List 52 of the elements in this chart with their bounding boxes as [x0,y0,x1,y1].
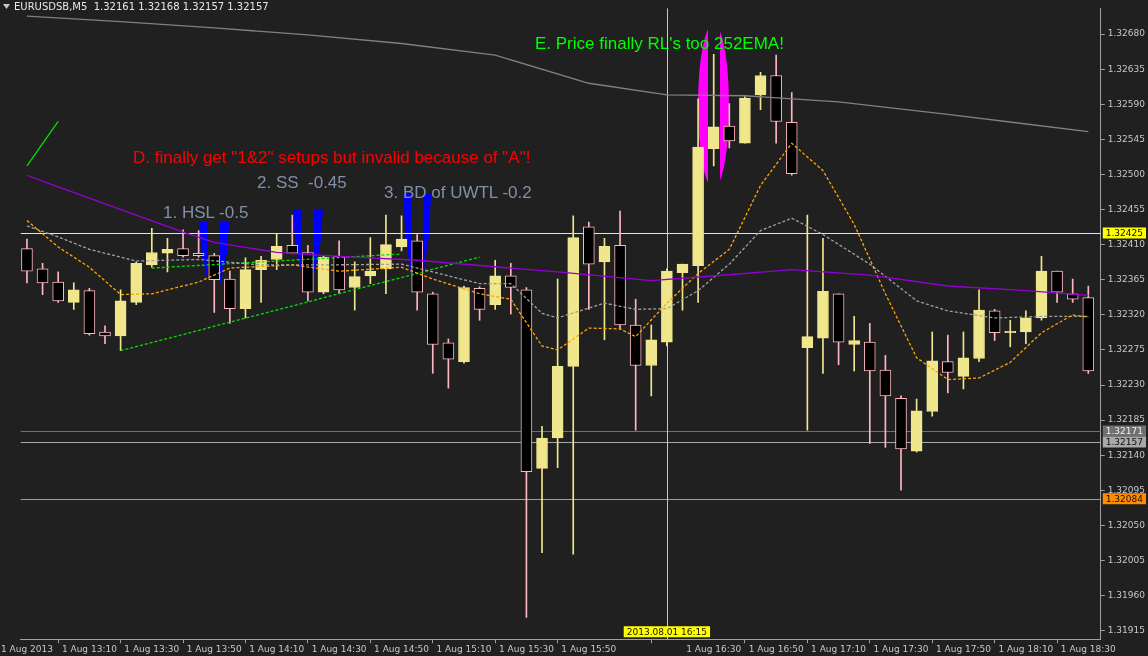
x-tick-label: 1 Aug 13:30 [124,643,180,654]
y-tick-label: 1.32545 [1107,133,1145,144]
y-tick-label: 1.32455 [1107,203,1145,214]
y-tick-label: 1.31915 [1107,624,1145,635]
y-tick-label: 1.32365 [1107,274,1145,285]
candlestick [536,426,548,553]
x-tick-label: 1 Aug 15:50 [561,643,617,654]
x-tick-label: 1 Aug 13:50 [186,643,242,654]
x-tick-label: 1 Aug 17:10 [811,643,867,654]
y-tick-label: 1.32140 [1107,449,1146,460]
y-tick-label: 1.31960 [1107,589,1146,600]
y-tick-label: 1.32185 [1107,414,1145,425]
ref-line-label: 1.32084 [1105,493,1144,504]
candlestick [863,323,876,444]
x-tick-label: 1 Aug 15:30 [498,643,555,654]
x-tick-label: 1 Aug 16:30 [686,643,742,654]
y-tick-label: 1.32230 [1107,379,1146,390]
y-tick-label: 1.32680 [1107,28,1146,39]
x-tick-label: 1 Aug 14:50 [374,643,430,654]
y-tick-label: 1.32275 [1107,344,1145,355]
x-tick-label: 1 Aug 18:10 [998,643,1054,654]
chart-title: EURUSDSB,M5 1.32161 1.32168 1.32157 1.32157 [14,1,269,13]
candlestick [286,214,299,255]
candlestick [942,334,954,394]
candlestick [707,54,720,167]
ref-line-label: 1.32425 [1105,227,1143,238]
x-tick-label: 1 Aug 2013 [0,643,53,654]
x-tick-label: 1 Aug 15:10 [436,643,492,654]
y-tick-label: 1.32500 [1107,168,1146,179]
y-tick-label: 1.32320 [1107,309,1146,320]
annotation: 3. BD of UWTL -0.2 [384,183,532,203]
x-tick-label: 1 Aug 17:50 [935,643,992,654]
y-tick-label: 1.32590 [1107,98,1146,109]
y-tick-label: 1.32095 [1107,484,1145,495]
ref-line-label: 1.32157 [1105,436,1143,447]
y-tick-label: 1.32635 [1107,63,1145,74]
x-tick-label: 1 Aug 18:30 [1060,643,1117,654]
candlestick [848,316,861,372]
y-tick-label: 1.32050 [1107,519,1146,530]
annotation: 2. SS -0.45 [257,173,347,193]
y-tick-label: 1.32005 [1107,554,1145,565]
ref-line-label: 1.32171 [1105,425,1143,436]
y-tick-label: 1.32410 [1107,239,1146,249]
x-tick-label: 1 Aug 14:10 [249,643,305,654]
ref-line-label: 2013.08.01 16:15 [626,626,708,637]
annotation: D. finally get "1&2" setups but invalid because of "A"! [133,148,531,168]
x-tick-label: 1 Aug 14:30 [311,643,367,654]
x-tick-label: 1 Aug 13:10 [61,643,118,654]
line-series [26,142,1089,381]
x-tick-label: 1 Aug 17:30 [873,643,929,654]
x-tick-label: 1 Aug 16:50 [748,643,804,654]
annotation: 1. HSL -0.5 [163,203,249,223]
